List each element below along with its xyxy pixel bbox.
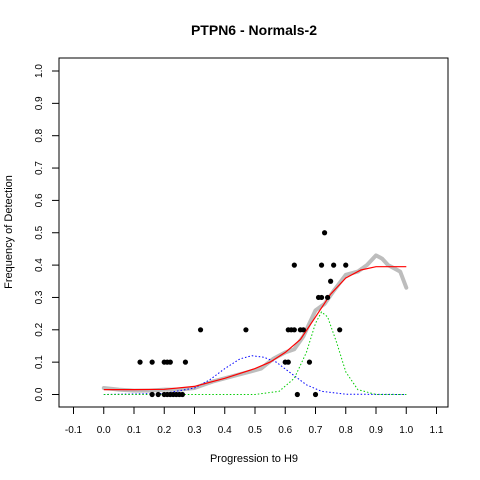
x-tick-label: 1.0 (399, 425, 413, 436)
data-point (306, 359, 313, 365)
data-point (318, 294, 325, 301)
data-point (197, 327, 204, 333)
smoothed-trace-line (101, 253, 409, 393)
data-point (179, 391, 185, 398)
y-axis-label: Frequency of Detection (3, 175, 15, 289)
y-tick-label: 0.2 (34, 322, 45, 336)
data-point (321, 230, 328, 236)
x-tick-label: 0.7 (309, 425, 323, 436)
data-point (291, 327, 297, 333)
x-tick-label: 0.0 (97, 425, 111, 436)
data-point (312, 391, 319, 398)
y-tick-label: 0.9 (34, 96, 45, 110)
data-point (285, 359, 291, 365)
data-point (318, 262, 325, 268)
y-tick-label: 1.0 (34, 64, 45, 78)
data-point (337, 327, 343, 333)
plot-area (101, 230, 409, 398)
x-tick-label: 0.8 (339, 425, 353, 436)
y-tick-label: 0.4 (34, 258, 45, 272)
data-point (149, 391, 155, 398)
y-tick-label: 0.1 (34, 355, 45, 369)
data-point (137, 359, 143, 365)
x-axis: -0.1 0.0 0.1 0.2 0.3 0.4 0.5 0.6 0.7 0.8 0.9 1.0 1.1 (65, 407, 444, 436)
fit-curve (103, 266, 407, 391)
x-tick-label: 0.2 (157, 425, 171, 436)
data-point (300, 327, 306, 333)
data-point (182, 359, 189, 365)
component-curve (103, 311, 407, 395)
y-tick-label: 0.7 (34, 161, 45, 175)
data-point (294, 391, 300, 398)
y-axis: 0.0 0.1 0.2 0.3 0.4 0.5 0.6 0.7 0.8 0.9 1.0 (34, 64, 59, 401)
x-tick-label: 0.3 (188, 425, 202, 436)
x-tick-label: 0.1 (127, 425, 141, 436)
data-point (155, 391, 161, 398)
data-point (243, 327, 249, 333)
plot-frame (58, 57, 449, 408)
x-tick-label: 1.1 (430, 425, 444, 436)
y-tick-label: 0.5 (34, 225, 45, 239)
y-tick-label: 0.3 (34, 290, 45, 304)
y-tick-label: 0.6 (34, 193, 45, 207)
data-point (167, 359, 173, 365)
chart-title: PTPN6 - Normals-2 (191, 22, 317, 38)
data-point (331, 262, 337, 268)
y-tick-label: 0.8 (34, 128, 45, 142)
y-tick-label: 0.0 (34, 387, 45, 401)
data-point (291, 262, 297, 268)
data-point (328, 278, 334, 284)
x-tick-label: 0.6 (278, 425, 292, 436)
x-axis-label: Progression to H9 (210, 453, 298, 465)
data-point (343, 262, 349, 268)
data-point (325, 294, 331, 301)
x-tick-label: 0.9 (369, 425, 383, 436)
data-point (149, 359, 155, 365)
x-tick-label: -0.1 (65, 425, 83, 436)
x-tick-label: 0.5 (248, 425, 262, 436)
x-tick-label: 0.4 (218, 425, 232, 436)
